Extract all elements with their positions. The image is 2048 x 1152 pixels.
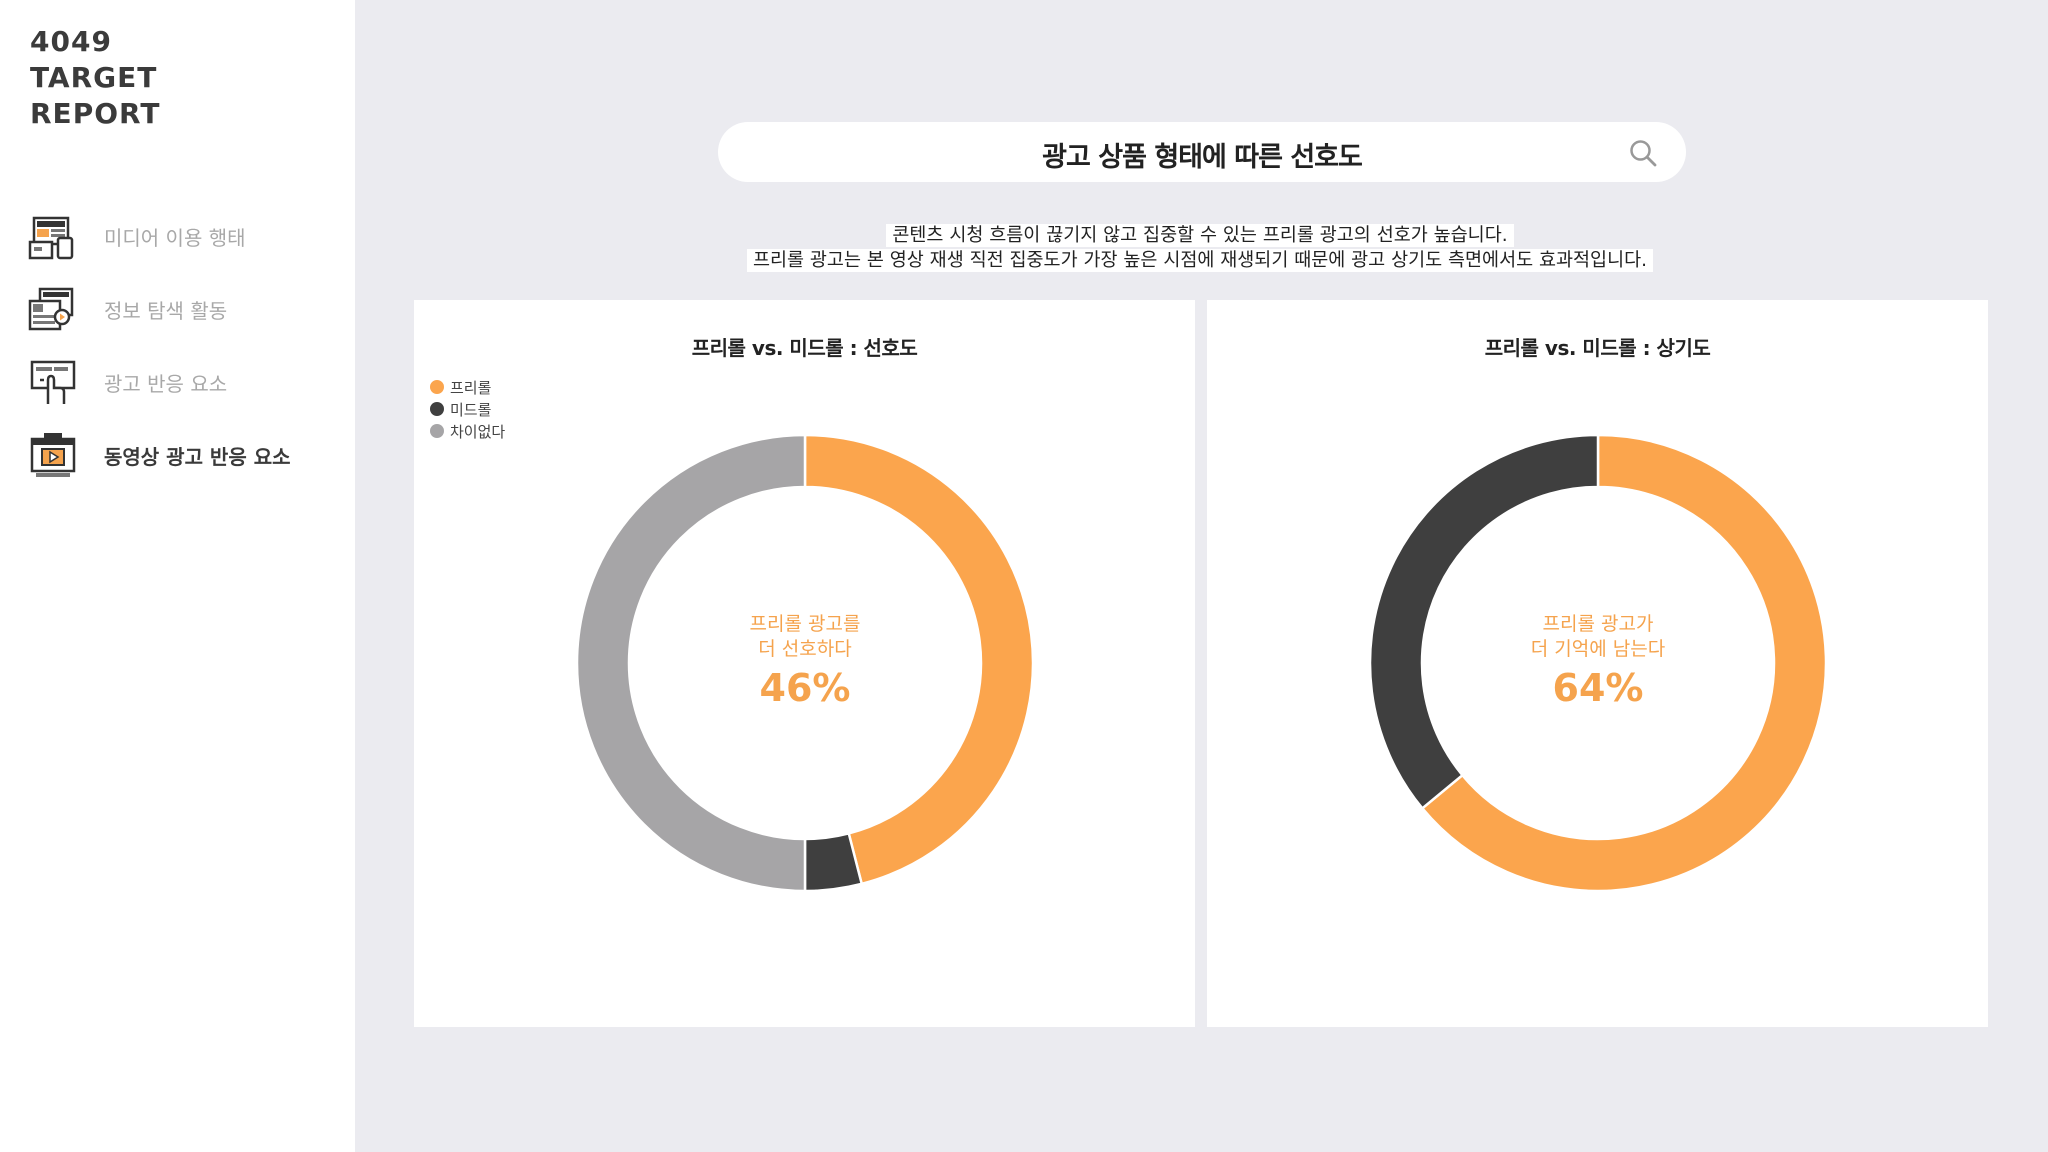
center-percentage: 46%: [759, 666, 851, 710]
sidebar-item-label: 정보 탐색 활동: [104, 299, 228, 323]
video-browse-icon: [28, 287, 74, 331]
center-percentage: 64%: [1552, 666, 1644, 710]
legend-dot-midroll: [430, 402, 444, 416]
description-line: 콘텐츠 시청 흐름이 끊기지 않고 집중할 수 있는 프리롤 광고의 선호가 높…: [640, 221, 1760, 247]
devices-icon: [28, 216, 74, 260]
chart-legend: 프리롤 미드롤 차이없다: [430, 376, 505, 442]
video-ad-icon: [30, 433, 76, 477]
sidebar-item-label: 동영상 광고 반응 요소: [104, 445, 291, 469]
chart-title: 프리롤 vs. 미드롤 : 선호도: [691, 336, 918, 360]
brand-line: 4049: [30, 25, 112, 58]
sidebar: 4049 TARGET REPORT 미디어 이용 행태: [0, 0, 355, 1152]
legend-item-preroll: 프리롤: [430, 376, 505, 398]
page-title: 광고 상품 형태에 따른 선호도: [1042, 142, 1363, 173]
sidebar-item-media-usage[interactable]: 미디어 이용 행태: [0, 206, 355, 279]
description-line: 프리롤 광고는 본 영상 재생 직전 집중도가 가장 높은 시점에 재생되기 때…: [640, 246, 1760, 272]
search-icon[interactable]: [1628, 138, 1658, 168]
donut-chart: [575, 433, 1035, 893]
sidebar-nav: 미디어 이용 행태 정보 탐색 활동 광고 반: [0, 206, 355, 498]
sidebar-item-video-ad-response[interactable]: 동영상 광고 반응 요소: [0, 425, 355, 498]
sidebar-item-ad-response[interactable]: 광고 반응 요소: [0, 352, 355, 425]
donut-slice-1: [1368, 433, 1600, 811]
chart-panel-recall: 프리롤 vs. 미드롤 : 상기도 프리롤 광고가 더 기억에 남는다 64%: [1207, 300, 1988, 1027]
brand-logo: 4049 TARGET REPORT: [30, 24, 160, 132]
donut-slice-2: [575, 433, 807, 893]
brand-line: TARGET: [30, 61, 158, 94]
legend-item-nodiff: 차이없다: [430, 420, 505, 442]
donut-center-label: 프리롤 광고를 더 선호하다 46%: [570, 612, 1040, 710]
center-text-line: 더 선호하다: [758, 638, 852, 660]
legend-dot-preroll: [430, 380, 444, 394]
donut-slice-0: [1420, 433, 1828, 893]
touch-screen-icon: [30, 360, 76, 404]
sidebar-item-label: 미디어 이용 행태: [104, 226, 246, 250]
legend-dot-nodiff: [430, 424, 444, 438]
center-text-line: 프리롤 광고가: [1542, 613, 1654, 635]
donut-slice-0: [803, 433, 1035, 886]
legend-label: 차이없다: [450, 422, 506, 441]
legend-label: 프리롤: [450, 378, 492, 397]
title-search-bar[interactable]: 광고 상품 형태에 따른 선호도: [718, 122, 1686, 182]
legend-item-midroll: 미드롤: [430, 398, 505, 420]
description-text: 프리롤 광고는 본 영상 재생 직전 집중도가 가장 높은 시점에 재생되기 때…: [746, 249, 1654, 272]
sidebar-item-info-search[interactable]: 정보 탐색 활동: [0, 279, 355, 352]
center-text-line: 프리롤 광고를: [749, 613, 861, 635]
center-text-line: 더 기억에 남는다: [1530, 638, 1666, 660]
description-text: 콘텐츠 시청 흐름이 끊기지 않고 집중할 수 있는 프리롤 광고의 선호가 높…: [886, 224, 1514, 247]
legend-label: 미드롤: [450, 400, 492, 419]
sidebar-item-label: 광고 반응 요소: [104, 372, 228, 396]
donut-center-label: 프리롤 광고가 더 기억에 남는다 64%: [1363, 612, 1833, 710]
donut-chart: [1368, 433, 1828, 893]
chart-panel-preference: 프리롤 vs. 미드롤 : 선호도 프리롤 미드롤 차이없다 프리롤 광고를 더…: [414, 300, 1195, 1027]
chart-title: 프리롤 vs. 미드롤 : 상기도: [1484, 336, 1711, 360]
brand-line: REPORT: [30, 97, 161, 130]
